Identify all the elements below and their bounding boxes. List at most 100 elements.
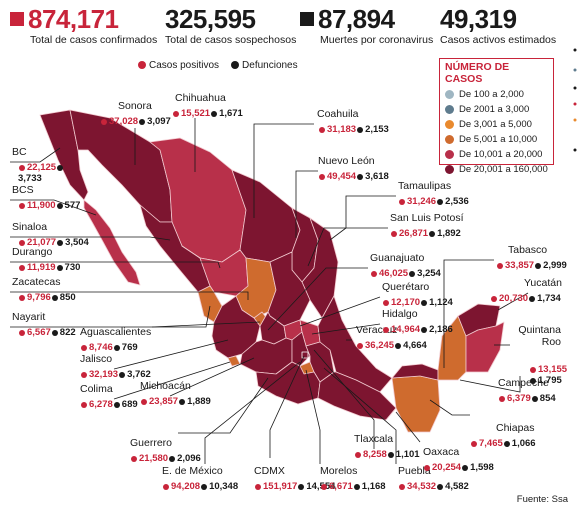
- stat-suspected: 325,595 Total de casos sospechosos: [165, 4, 296, 46]
- state-values-cdmx: 151,917 14,554: [254, 481, 335, 492]
- state-values-quintanaroo: 13,155 1,795: [529, 364, 575, 386]
- positive-dot-icon: [471, 440, 477, 447]
- death-dot-icon: [395, 342, 402, 349]
- death-dot-icon: [51, 294, 58, 301]
- death-count: 1,734: [537, 293, 561, 304]
- positive-dot-icon: [391, 230, 397, 237]
- state-label-queretaro: Querétaro: [382, 281, 430, 293]
- state-label-guanajuato: Guanajuato: [370, 252, 425, 264]
- positive-count: 20,730: [499, 293, 529, 304]
- death-dot-icon: [139, 118, 146, 125]
- state-values-bc: 22,125 3,733: [18, 162, 70, 184]
- marker-dot-icon: [573, 48, 577, 52]
- leader-line: [178, 377, 269, 434]
- state-label-puebla: Puebla: [398, 465, 431, 477]
- legend-range-item: De 2001 a 3,000: [445, 102, 548, 117]
- positive-dot-icon: [321, 483, 327, 490]
- state-label-tlaxcala: Tlaxcala: [354, 433, 394, 445]
- state-cdmx: [301, 351, 309, 359]
- leader-line: [253, 123, 314, 218]
- stat-value: 325,595: [165, 4, 256, 34]
- death-dot-icon: [421, 326, 428, 333]
- state-quintanaroo: [465, 321, 505, 373]
- leader-line: [459, 376, 521, 393]
- state-values-sonora: 37,028 3,097: [100, 116, 171, 127]
- positive-dot-icon: [173, 110, 179, 117]
- state-label-colima: Colima: [80, 383, 113, 395]
- state-values-campeche: 6,379 854: [498, 393, 556, 404]
- death-dot-icon: [51, 329, 58, 336]
- state-label-zacatecas: Zacatecas: [12, 276, 61, 288]
- death-count: 4,582: [445, 481, 469, 492]
- death-count: 822: [59, 327, 76, 338]
- positive-count: 46,025: [379, 268, 409, 279]
- death-count: 1,889: [187, 396, 211, 407]
- leader-line: [295, 170, 318, 238]
- state-values-jalisco: 32,193 3,762: [80, 369, 151, 380]
- death-dot-icon: [437, 483, 444, 490]
- death-count: 1,168: [361, 481, 386, 492]
- legend-range-item: De 20,001 a 160,000: [445, 162, 548, 177]
- legend-title: NÚMERO DE CASOS: [445, 61, 510, 85]
- state-label-guerrero: Guerrero: [130, 437, 173, 449]
- state-label-cdmx: CDMX: [254, 465, 285, 477]
- positive-count: 14,964: [391, 324, 421, 335]
- state-values-hidalgo: 14,964 2,186: [382, 324, 453, 335]
- death-dot-icon: [113, 344, 120, 351]
- positive-count: 22,125: [27, 162, 57, 173]
- state-label-nayarit: Nayarit: [12, 311, 46, 323]
- leader-line: [10, 147, 61, 163]
- death-count: 730: [64, 262, 81, 273]
- positive-count: 26,871: [399, 228, 429, 239]
- source-note: Fuente: Ssa: [516, 494, 568, 505]
- state-values-aguascalientes: 8,746 769: [80, 342, 138, 353]
- death-count: 1,795: [538, 375, 562, 386]
- state-label-yucatan: Yucatán: [524, 277, 562, 289]
- positive-dot-icon: [383, 326, 389, 333]
- legend-range-item: De 100 a 2,000: [445, 87, 548, 102]
- stat-value: 49,319: [440, 4, 517, 34]
- positive-count: 11,900: [27, 200, 56, 211]
- state-values-michoacan: 23,857 1,889: [140, 396, 211, 407]
- positive-dot-icon: [319, 126, 325, 133]
- positive-dot-icon: [81, 344, 87, 351]
- state-label-chihuahua: Chihuahua: [175, 92, 226, 104]
- range-dot-icon: [445, 105, 454, 114]
- death-count: 3,254: [417, 268, 441, 279]
- death-dot-icon: [421, 299, 428, 306]
- death-dot-icon: [357, 126, 364, 133]
- positive-count: 151,917: [263, 481, 298, 492]
- positive-count: 12,170: [391, 297, 421, 308]
- leader-line: [10, 305, 211, 328]
- death-count: 2,999: [543, 260, 567, 271]
- marker-dot-icon: [573, 118, 577, 122]
- death-dot-icon: [437, 198, 444, 205]
- death-count: 10,348: [209, 481, 239, 492]
- state-values-bcs: 11,900 577: [18, 200, 80, 211]
- death-count: 577: [64, 200, 81, 211]
- state-values-yucatan: 20,730 1,734: [490, 293, 561, 304]
- state-values-zacatecas: 9,796 850: [18, 292, 76, 303]
- range-dot-icon: [445, 120, 454, 129]
- leader-line: [299, 296, 381, 327]
- state-label-chiapas: Chiapas: [496, 422, 535, 434]
- death-dot-icon: [57, 239, 64, 246]
- marker-dot-icon: [573, 86, 577, 90]
- positive-dot-icon: [19, 164, 25, 171]
- positive-dot-icon: [319, 173, 325, 180]
- death-count: 2,186: [429, 324, 453, 335]
- state-values-nuevoleon: 49,454 3,618: [318, 171, 389, 182]
- positive-count: 9,796: [27, 292, 51, 303]
- death-count: 4,664: [403, 340, 427, 351]
- positive-count: 15,521: [181, 108, 211, 119]
- death-count: 1,892: [437, 228, 461, 239]
- state-chiapas: [385, 375, 441, 433]
- state-label-bcs: BCS: [12, 184, 34, 196]
- square-marker-icon: [10, 12, 24, 26]
- positive-dot-icon: [19, 239, 25, 246]
- state-label-aguascalientes: Aguascalientes: [80, 326, 152, 338]
- state-values-oaxaca: 20,254 1,598: [423, 462, 494, 473]
- death-dot-icon: [503, 440, 510, 447]
- leader-line: [305, 369, 321, 464]
